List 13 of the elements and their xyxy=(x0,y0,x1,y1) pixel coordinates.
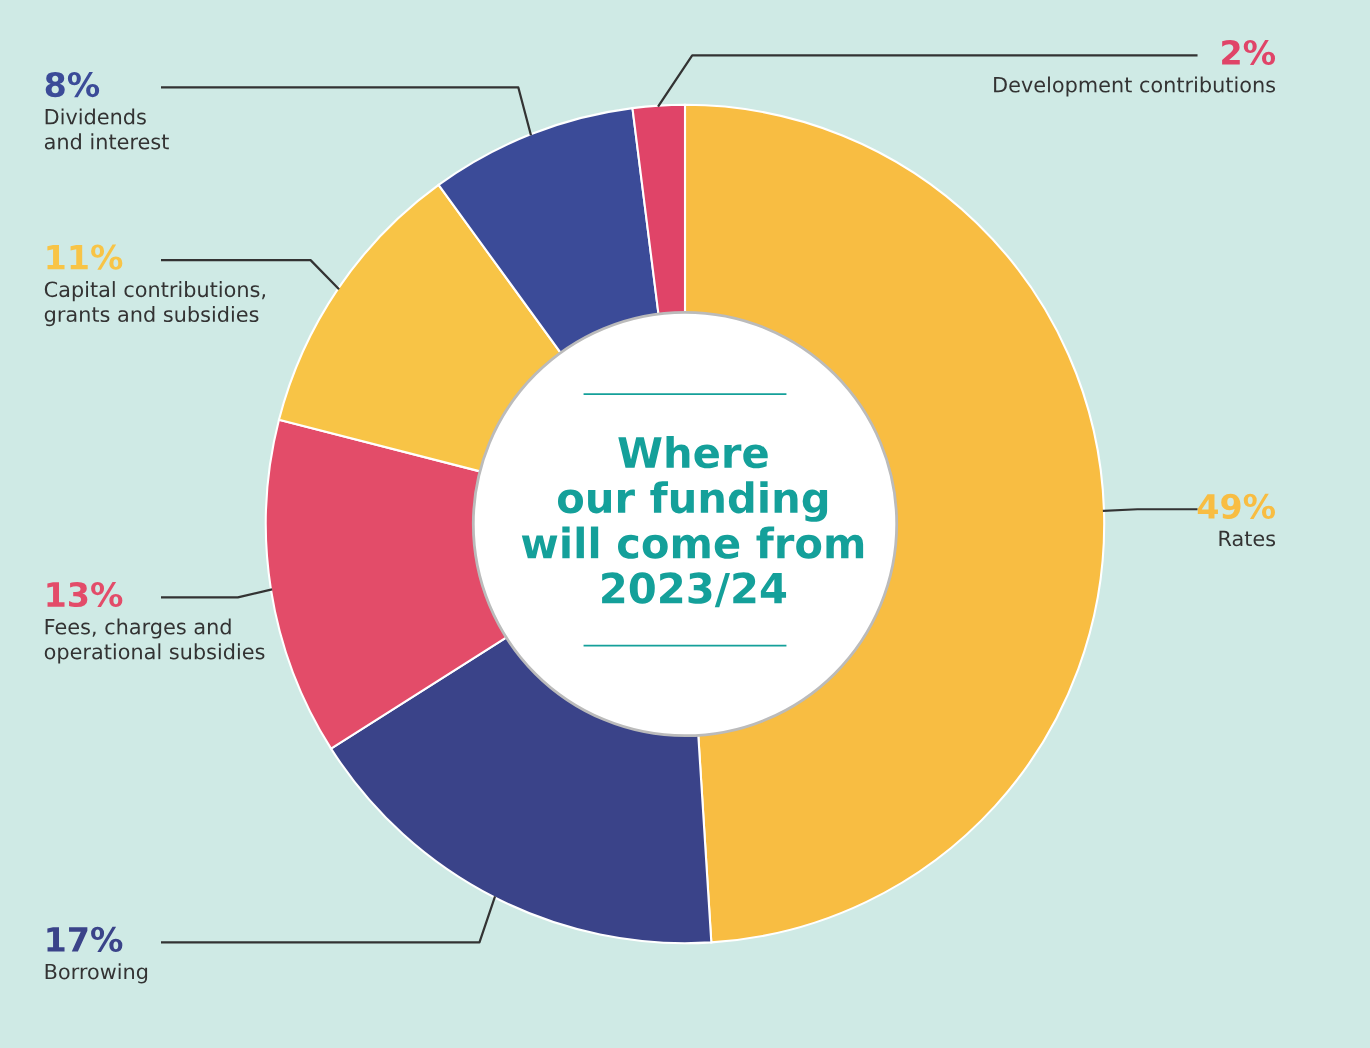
data-label: 17% xyxy=(47,926,123,952)
slice-label: Capital contributions, grants and subsidies xyxy=(44,281,265,327)
slice-label: Rates xyxy=(1219,530,1276,547)
slice-label: Development contributions xyxy=(994,76,1276,97)
slice-label: Fees, charges and operational subsidies xyxy=(44,618,265,664)
slice-label: Borrowing xyxy=(45,963,148,984)
data-label: 49% xyxy=(1197,493,1276,519)
data-label: 8% xyxy=(45,71,100,98)
slice-label: Dividends and interest xyxy=(44,108,169,150)
data-label: 2% xyxy=(1222,39,1276,66)
data-label: 11% xyxy=(47,244,123,270)
text: Where our funding will come from 2023/24 xyxy=(521,436,864,608)
data-label: 13% xyxy=(47,581,123,608)
